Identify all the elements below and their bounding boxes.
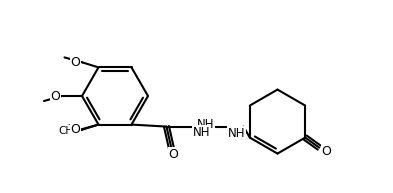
- Text: O: O: [50, 90, 60, 102]
- Text: O: O: [71, 56, 81, 69]
- Text: NH: NH: [228, 127, 245, 140]
- Text: O: O: [66, 123, 75, 136]
- Text: CH₃: CH₃: [59, 126, 78, 135]
- Text: NH: NH: [193, 126, 210, 139]
- Text: NH: NH: [196, 118, 214, 131]
- Text: O: O: [71, 123, 81, 136]
- Text: O: O: [321, 145, 331, 158]
- Text: O: O: [169, 148, 178, 161]
